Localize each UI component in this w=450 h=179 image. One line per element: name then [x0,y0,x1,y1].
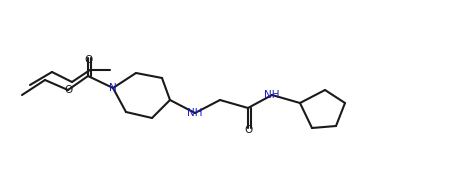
Text: NH: NH [187,108,203,118]
Text: O: O [64,85,72,95]
Text: NH: NH [264,90,280,100]
Text: O: O [84,55,92,65]
Text: N: N [109,83,117,93]
Text: O: O [244,125,252,135]
